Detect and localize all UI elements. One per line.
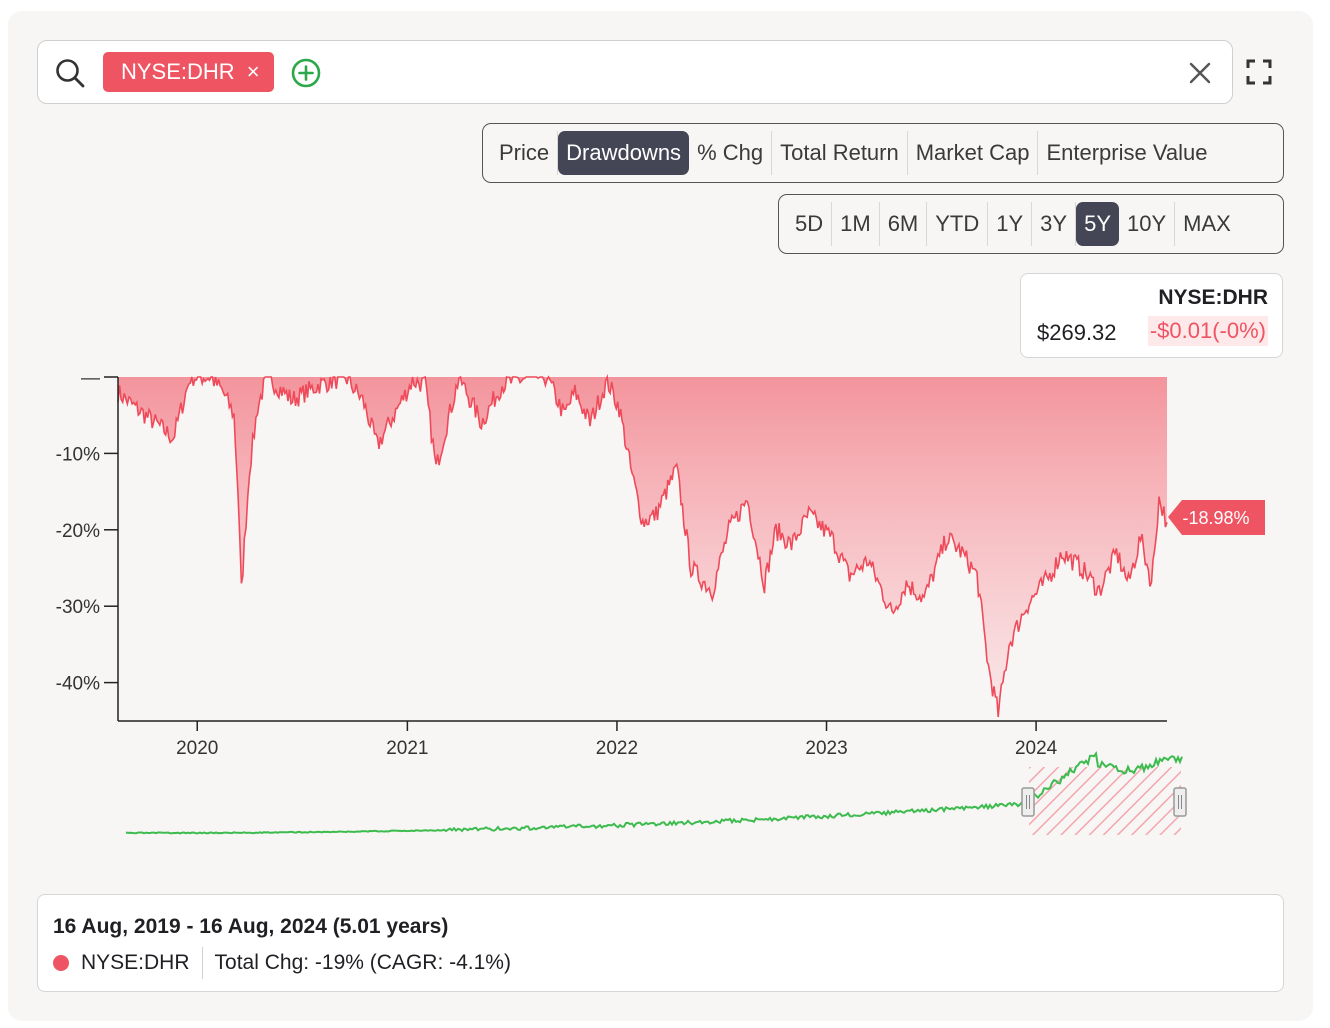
range-6m[interactable]: 6M (880, 202, 928, 246)
tab-drawdowns[interactable]: Drawdowns (558, 131, 690, 175)
range-1y[interactable]: 1Y (988, 202, 1033, 246)
ticker-search-bar[interactable]: NYSE:DHR × (37, 40, 1233, 104)
range-max[interactable]: MAX (1183, 211, 1231, 236)
tab-percent-change[interactable]: % Chg (689, 131, 773, 175)
range-10y[interactable]: 10Y (1119, 202, 1176, 246)
quote-change: -$0.01(-0%) (1147, 316, 1268, 346)
remove-ticker-icon[interactable]: × (246, 59, 260, 84)
ticker-chip-label: NYSE:DHR (121, 59, 235, 84)
range-ytd[interactable]: YTD (927, 202, 989, 246)
tab-market-cap[interactable]: Market Cap (908, 131, 1039, 175)
tab-total-return[interactable]: Total Return (772, 131, 908, 175)
range-tabs: 5D 1M 6M YTD 1Y 3Y 5Y 10Y MAX (778, 194, 1284, 254)
range-1m[interactable]: 1M (832, 202, 880, 246)
add-ticker-icon[interactable] (290, 57, 322, 89)
divider (201, 947, 203, 979)
summary-stats: Total Chg: -19% (CAGR: -4.1%) (214, 951, 511, 974)
fullscreen-icon[interactable] (1245, 58, 1273, 86)
tab-enterprise-value[interactable]: Enterprise Value (1046, 140, 1208, 165)
date-range: 16 Aug, 2019 - 16 Aug, 2024 (5.01 years) (53, 915, 449, 938)
quote-box: NYSE:DHR $269.32 -$0.01(-0%) (1020, 273, 1283, 358)
search-icon (56, 59, 85, 88)
clear-search-icon[interactable] (1186, 59, 1214, 87)
quote-symbol: NYSE:DHR (1158, 286, 1268, 309)
quote-price: $269.32 (1037, 320, 1117, 345)
range-5y[interactable]: 5Y (1076, 202, 1120, 246)
range-5d[interactable]: 5D (787, 202, 833, 246)
metric-tabs: Price Drawdowns % Chg Total Return Marke… (482, 123, 1284, 183)
summary-row: NYSE:DHR Total Chg: -19% (CAGR: -4.1%) (53, 947, 511, 979)
summary-symbol: NYSE:DHR (81, 951, 190, 974)
ticker-chip[interactable]: NYSE:DHR × (103, 52, 274, 92)
range-3y[interactable]: 3Y (1032, 202, 1077, 246)
summary-panel: 16 Aug, 2019 - 16 Aug, 2024 (5.01 years)… (37, 894, 1284, 992)
series-color-dot (53, 955, 69, 971)
tab-price[interactable]: Price (491, 131, 559, 175)
